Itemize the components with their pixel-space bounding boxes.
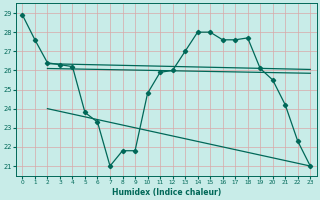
X-axis label: Humidex (Indice chaleur): Humidex (Indice chaleur)	[112, 188, 221, 197]
